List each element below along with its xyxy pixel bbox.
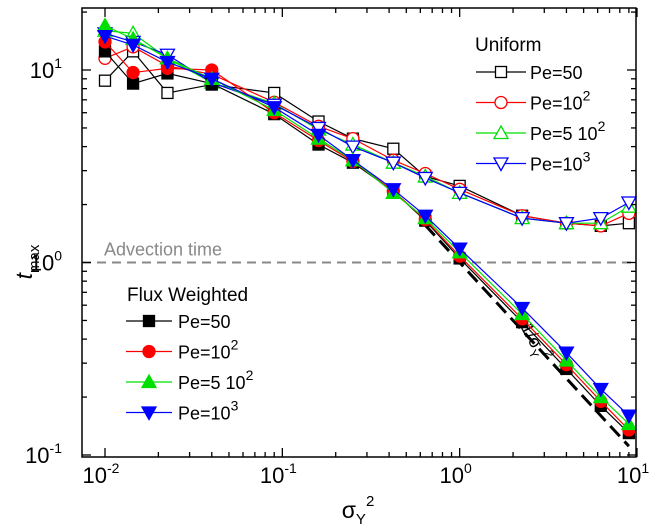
legend-label: Pe=102 — [530, 88, 591, 114]
data-point — [417, 209, 434, 225]
legend-item: Pe=50 — [476, 63, 583, 83]
legend-item: Pe=5 102 — [126, 367, 254, 393]
legend-item: Pe=103 — [126, 398, 239, 424]
data-point — [620, 196, 637, 211]
legend-flux-weighted: Flux Weighted Pe=50 Pe=102 Pe=5 102 Pe=103 — [126, 285, 254, 424]
series-flux-weighted-7 — [96, 29, 637, 425]
axes-layer: 10-2 10-1 100 101 10-1 100 101 σY2 tmax — [11, 7, 649, 528]
x-tick-label: 10-1 — [260, 460, 297, 488]
legend-item: Pe=5 102 — [476, 118, 606, 144]
y-tick-label: 101 — [30, 55, 62, 83]
legend-label: Pe=103 — [178, 398, 239, 424]
data-point — [451, 186, 468, 202]
legend-label: Pe=5 102 — [178, 367, 254, 393]
data-point — [558, 346, 575, 362]
data-point — [98, 74, 112, 87]
legend-item: Pe=102 — [476, 88, 591, 114]
data-point — [310, 128, 327, 144]
x-tick-label: 101 — [617, 460, 649, 488]
legend-label: Pe=50 — [530, 63, 583, 83]
series-uniform-3 — [96, 27, 637, 232]
legend-marker — [492, 124, 510, 140]
data-point — [417, 171, 434, 187]
legend-uniform: Uniform Pe=50 Pe=102 Pe=5 102 Pe=103 — [475, 35, 606, 175]
plot-frame — [81, 7, 637, 458]
legend-label: Pe=102 — [178, 337, 239, 363]
data-point — [344, 154, 362, 169]
y-tick-label: 10-1 — [25, 440, 62, 468]
data-point — [592, 382, 609, 398]
legend-marker — [494, 65, 508, 79]
legend-marker — [140, 373, 158, 389]
data-point — [203, 72, 220, 88]
data-point — [592, 211, 609, 227]
legend-item: Pe=103 — [476, 149, 591, 175]
x-tick-label: 10-2 — [83, 460, 120, 488]
data-point — [124, 38, 142, 54]
y-axis-title: tmax — [11, 244, 43, 279]
series-line — [104, 35, 630, 417]
legend-marker — [492, 157, 510, 172]
series-line — [104, 25, 630, 425]
data-point — [558, 217, 575, 232]
x-tick-label: 100 — [440, 460, 472, 488]
legend-title: Flux Weighted — [127, 285, 248, 306]
legend-title: Uniform — [475, 35, 542, 56]
legend-marker — [140, 406, 158, 421]
data-point — [620, 409, 637, 425]
data-point — [387, 142, 400, 155]
legend-item: Pe=50 — [126, 312, 231, 332]
data-point — [159, 55, 176, 71]
series-line — [104, 32, 630, 224]
data-point — [344, 140, 362, 155]
data-point — [451, 242, 468, 257]
data-point — [514, 211, 531, 227]
data-point — [310, 121, 327, 137]
data-point — [126, 77, 140, 90]
legend-item: Pe=102 — [126, 337, 239, 363]
legend-marker — [142, 314, 156, 328]
y-tick-label: 100 — [30, 248, 62, 276]
legend-label: Pe=5 102 — [530, 118, 606, 144]
data-point — [514, 301, 531, 317]
data-point — [385, 183, 402, 198]
advection-time-label: Advection time — [104, 240, 222, 260]
data-point — [385, 156, 402, 172]
series-layer — [96, 17, 637, 440]
legend-marker — [142, 344, 156, 359]
data-point — [96, 17, 114, 32]
legend-marker — [494, 95, 508, 110]
legend-label: Pe=103 — [530, 149, 591, 175]
x-axis-title: σY2 — [342, 493, 375, 524]
data-point — [126, 65, 140, 80]
data-point — [266, 101, 283, 116]
data-point — [161, 86, 174, 100]
data-point — [96, 29, 114, 45]
legend-label: Pe=50 — [178, 312, 231, 332]
